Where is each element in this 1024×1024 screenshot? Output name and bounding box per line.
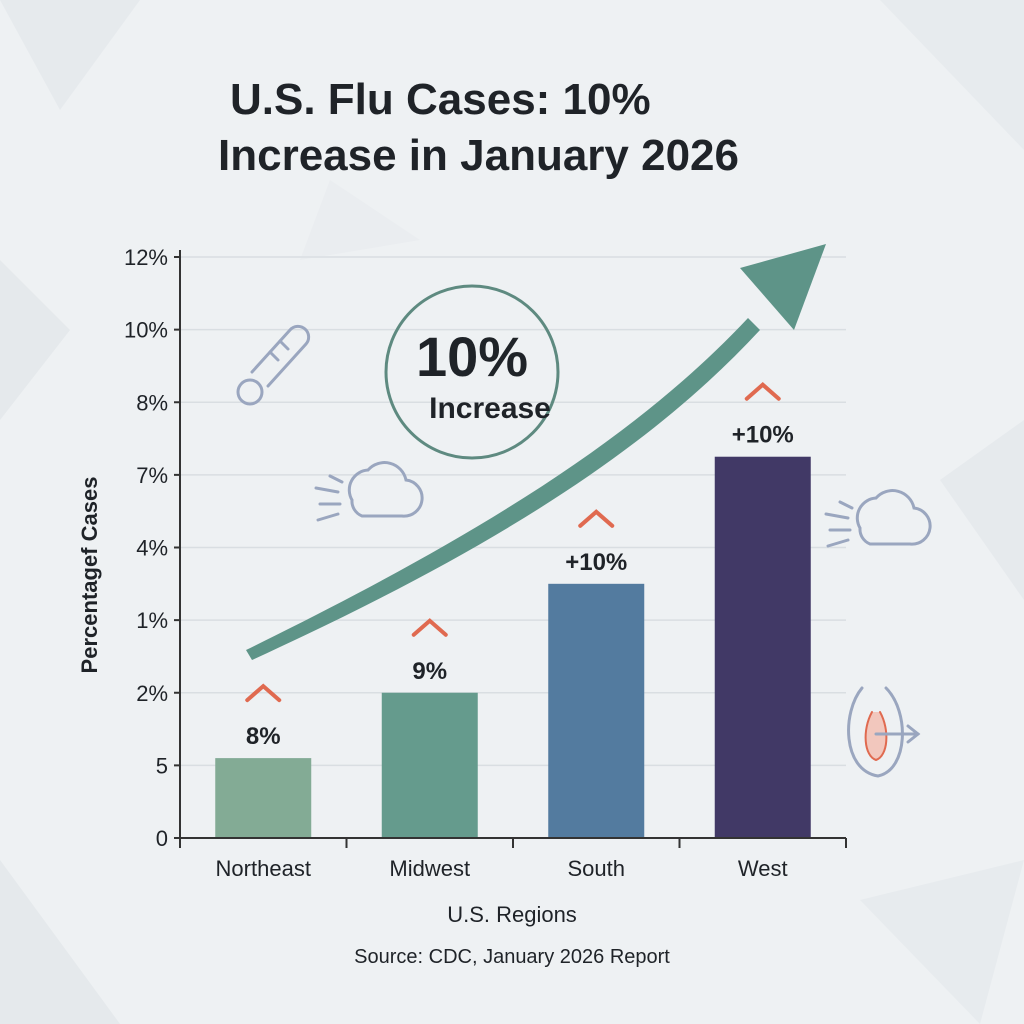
y-tick-label: 8% bbox=[136, 390, 168, 415]
value-label: +10% bbox=[732, 422, 794, 449]
bar-northeast bbox=[215, 758, 312, 838]
trend-arrow-body bbox=[246, 318, 760, 660]
value-label: 9% bbox=[412, 658, 447, 685]
x-tick-label: South bbox=[568, 856, 626, 881]
increase-badge: 10% Increase bbox=[384, 284, 560, 460]
x-axis-label: U.S. Regions bbox=[447, 902, 577, 927]
y-tick-label: 4% bbox=[136, 536, 168, 561]
value-label: +10% bbox=[565, 549, 627, 576]
y-axis-label: Percentagef Cases bbox=[77, 477, 102, 674]
x-tick-label: Northeast bbox=[216, 856, 311, 881]
x-tick-label: West bbox=[738, 856, 788, 881]
bars bbox=[215, 456, 811, 838]
badge-label: Increase bbox=[429, 392, 551, 425]
y-tick-label: 12% bbox=[124, 245, 168, 270]
bar-west bbox=[714, 456, 811, 838]
trend-arrow-head bbox=[740, 244, 826, 330]
chart-title-line-2: Increase in January 2026 bbox=[218, 131, 739, 180]
lungs-icon bbox=[847, 686, 921, 778]
bar-midwest bbox=[381, 692, 478, 838]
value-label: 8% bbox=[246, 723, 281, 750]
chart-title-line-1: U.S. Flu Cases: 10% bbox=[230, 75, 651, 124]
badge-value: 10% bbox=[416, 325, 528, 388]
thermometer-icon bbox=[236, 324, 311, 406]
value-labels: 8% 9% +10% +10% bbox=[245, 382, 794, 750]
cough-cloud-icon bbox=[314, 461, 424, 522]
up-chevron-icon bbox=[411, 618, 448, 637]
y-axis-ticks: 0 5 2% 1% 4% 7% 8% 10% 12% bbox=[124, 245, 180, 851]
up-chevron-icon bbox=[245, 683, 282, 703]
y-tick-label: 2% bbox=[136, 681, 168, 706]
up-chevron-icon bbox=[578, 509, 615, 528]
y-tick-label: 1% bbox=[136, 608, 168, 633]
x-tick-label: Midwest bbox=[389, 856, 470, 881]
y-tick-label: 10% bbox=[124, 318, 168, 343]
source-note: Source: CDC, January 2026 Report bbox=[354, 946, 670, 968]
y-tick-label: 7% bbox=[136, 463, 168, 488]
up-chevron-icon bbox=[744, 382, 781, 401]
x-axis-ticks: Northeast Midwest South West bbox=[179, 838, 847, 881]
bar-south bbox=[548, 583, 645, 838]
y-tick-label: 0 bbox=[156, 826, 168, 851]
y-tick-label: 5 bbox=[156, 753, 168, 778]
cough-cloud-icon bbox=[824, 489, 932, 548]
